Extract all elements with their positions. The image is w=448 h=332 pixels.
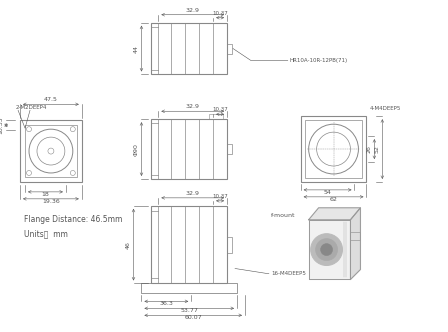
Text: 47.5: 47.5	[44, 97, 58, 102]
Text: 52: 52	[375, 145, 380, 153]
Bar	[20, 120, 82, 182]
Text: 46: 46	[126, 241, 131, 249]
Text: Φ90: Φ90	[134, 143, 139, 155]
Polygon shape	[350, 208, 361, 280]
Text: 32.9: 32.9	[186, 191, 200, 196]
Text: 2-M2DEEP4: 2-M2DEEP4	[16, 105, 47, 110]
Bar	[151, 206, 227, 284]
Bar	[227, 237, 232, 253]
Text: 44: 44	[134, 44, 139, 52]
Bar	[350, 232, 361, 240]
Text: 18: 18	[42, 192, 49, 197]
Bar	[151, 23, 227, 74]
Text: Units：  mm: Units： mm	[24, 229, 68, 238]
Text: 62: 62	[330, 197, 337, 202]
Text: 54: 54	[323, 190, 332, 195]
Text: 53.77: 53.77	[180, 308, 198, 313]
Polygon shape	[309, 220, 350, 280]
Text: 19.36: 19.36	[42, 199, 60, 204]
Bar	[227, 43, 232, 53]
Text: 26: 26	[367, 145, 372, 153]
Text: 60.07: 60.07	[185, 315, 202, 320]
Text: 10.37: 10.37	[212, 107, 228, 112]
Bar	[25, 125, 77, 177]
Circle shape	[321, 244, 332, 256]
Text: 16-M4DEEP5: 16-M4DEEP5	[271, 271, 306, 276]
Text: 32.9: 32.9	[186, 8, 200, 13]
Bar	[305, 120, 362, 178]
Bar	[142, 284, 237, 293]
Circle shape	[310, 234, 343, 266]
Circle shape	[316, 239, 337, 261]
Text: 32.9: 32.9	[186, 104, 200, 109]
Text: 10.37: 10.37	[212, 11, 228, 16]
Bar	[227, 144, 232, 154]
Text: 10.35: 10.35	[0, 117, 4, 134]
Text: 4-M4DEEP5: 4-M4DEEP5	[370, 106, 401, 111]
Text: f-mount: f-mount	[271, 213, 295, 218]
Bar	[209, 114, 223, 119]
Bar	[151, 119, 227, 179]
Polygon shape	[309, 208, 361, 220]
Bar	[301, 116, 366, 182]
Text: HR10A-10R-12PB(71): HR10A-10R-12PB(71)	[290, 58, 348, 63]
Text: Flange Distance: 46.5mm: Flange Distance: 46.5mm	[24, 215, 122, 224]
Text: 10.37: 10.37	[212, 194, 228, 199]
Text: 36.3: 36.3	[159, 301, 173, 306]
